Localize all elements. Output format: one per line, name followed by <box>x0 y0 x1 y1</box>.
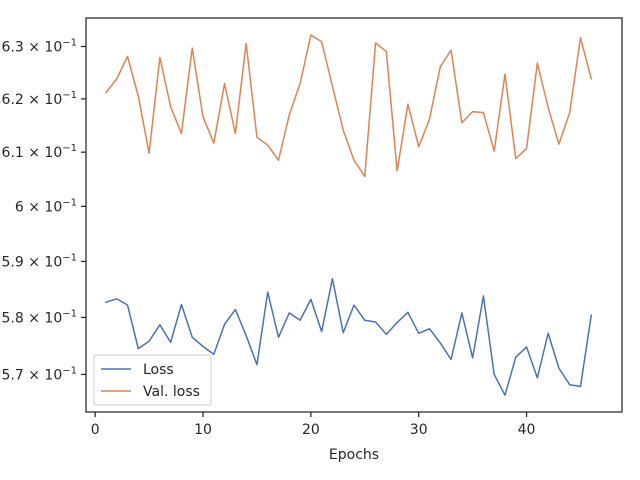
legend-box <box>93 354 212 406</box>
plot-area <box>85 17 623 413</box>
legend-label-loss: Loss <box>143 362 174 378</box>
series-line-val-loss <box>104 34 593 178</box>
y-tick-label: 6.3 × 10−1 <box>2 37 77 55</box>
axis-ticks: 0 10 20 30 40 5.7 × 10−1 5.8 × 10−1 5.9 × 10−1 6… <box>2 37 536 438</box>
legend: Loss Val. loss <box>93 354 212 406</box>
plot-frame <box>85 17 623 413</box>
legend-label-val-loss: Val. loss <box>143 384 200 400</box>
x-axis-label: Epochs <box>329 447 379 463</box>
y-tick-label: 5.9 × 10−1 <box>2 252 77 270</box>
y-tick-label: 5.7 × 10−1 <box>2 365 77 383</box>
series-line-loss <box>105 277 593 396</box>
x-tick-label: 0 <box>91 422 100 438</box>
y-tick-label: 6.2 × 10−1 <box>2 90 77 108</box>
x-tick-label: 30 <box>410 422 428 438</box>
series-lines <box>104 34 593 396</box>
y-tick-label: 5.8 × 10−1 <box>2 308 77 326</box>
x-tick-label: 10 <box>194 422 212 438</box>
x-tick-label: 40 <box>518 422 536 438</box>
y-tick-label: 6 × 10−1 <box>15 197 77 215</box>
x-tick-label: 20 <box>302 422 320 438</box>
y-tick-label: 6.1 × 10−1 <box>2 143 77 161</box>
